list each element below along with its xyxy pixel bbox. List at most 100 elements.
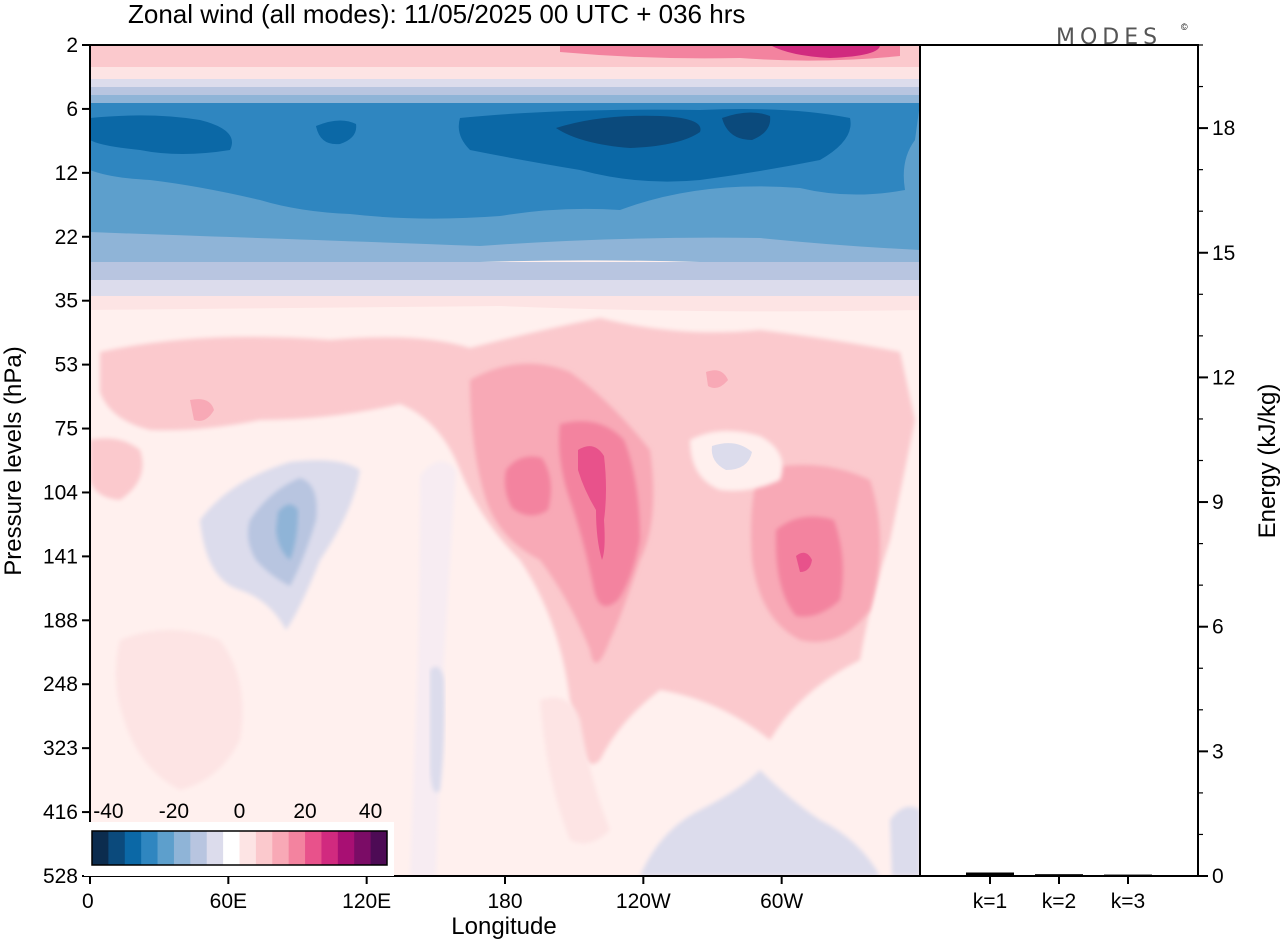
easterly-core-1	[556, 115, 701, 148]
pressure-tick-label: 2	[66, 34, 78, 57]
surface-easterly-3	[430, 666, 445, 793]
energy-axis-label: Energy (kJ/kg)	[1254, 384, 1280, 539]
energy-bar	[1104, 874, 1152, 877]
longitude-tick-labels: 0 60E 120E 180 120W 60W	[82, 890, 803, 913]
easterly-layer-4c	[316, 120, 357, 145]
band-westerly-core	[770, 45, 880, 58]
pressure-tick-label: 75	[55, 418, 78, 441]
surface-westerly-1	[115, 630, 243, 790]
colorbar-tick-label: -40	[93, 800, 123, 823]
surface-westerly-2	[540, 697, 610, 844]
colorbar-swatch	[108, 831, 126, 865]
energy-category-label: k=3	[1111, 890, 1145, 913]
colorbar-swatch	[223, 831, 240, 865]
westerly-mid-4	[706, 370, 728, 388]
colorbar-tick-label: 20	[293, 800, 316, 823]
energy-tick-label: 18	[1212, 117, 1235, 140]
westerly-peak-1	[578, 446, 606, 560]
energy-tick-label: 0	[1212, 865, 1224, 888]
pressure-tick-label: 248	[43, 673, 78, 696]
colorbar-swatch	[206, 831, 224, 865]
energy-tick-label: 15	[1212, 242, 1235, 265]
energy-bar	[966, 872, 1014, 876]
band-transition-7	[90, 296, 920, 312]
band-transition-4	[90, 95, 920, 103]
pressure-tick-label: 53	[55, 354, 78, 377]
westerly-peak-2	[796, 552, 812, 572]
easterly-core-2	[722, 112, 771, 140]
longitude-tick-label: 120W	[616, 890, 671, 913]
pressure-tick-label: 35	[55, 290, 78, 313]
longitude-tick-label: 60E	[210, 890, 247, 913]
colorbar-frame	[91, 830, 388, 866]
colorbar-swatch	[239, 831, 257, 865]
colorbar-swatch	[141, 831, 158, 865]
pressure-tick-label: 141	[43, 545, 78, 568]
colorbar: -40 -20 0 20 40	[84, 800, 394, 876]
pressure-tick-labels: 2 6 12 22 35 53 75 104 141 188 248 323 416 528	[43, 34, 78, 888]
colorbar-swatch	[255, 831, 273, 865]
longitude-tick-label: 180	[487, 890, 522, 913]
longitude-tick-marks	[89, 876, 783, 884]
chart-title: Zonal wind (all modes): 11/05/2025 00 UT…	[128, 0, 745, 29]
westerly-region-left	[90, 438, 143, 500]
weak-easterly-cell-east-core	[711, 443, 752, 470]
westerly-core-1b	[504, 456, 551, 516]
energy-tick-label: 6	[1212, 616, 1224, 639]
westerly-mid-3	[190, 399, 214, 421]
colorbar-swatch	[92, 831, 109, 865]
pressure-tick-label: 416	[43, 801, 78, 824]
surface-easterly-1	[640, 770, 880, 876]
longitude-tick-label: 60W	[760, 890, 803, 913]
energy-tick-label: 12	[1212, 366, 1235, 389]
energy-bar	[1035, 874, 1083, 876]
energy-tick-label: 3	[1212, 740, 1224, 763]
westerly-region-1	[100, 318, 915, 764]
longitude-tick-label: 0	[82, 890, 94, 913]
colorbar-swatch	[173, 831, 191, 865]
colorbar-swatch	[157, 831, 175, 865]
colorbar-swatch	[305, 831, 322, 865]
band-transition-3	[90, 87, 920, 95]
zonal-wind-heatmap	[90, 45, 920, 876]
band-transition-2	[90, 79, 920, 87]
colorbar-swatch	[288, 831, 306, 865]
pressure-tick-label: 188	[43, 609, 78, 632]
pressure-tick-label: 12	[55, 162, 78, 185]
surface-easterly-4	[890, 806, 920, 876]
pressure-tick-label: 104	[43, 481, 78, 504]
energy-category-label: k=1	[973, 890, 1007, 913]
energy-tick-marks	[1198, 127, 1208, 877]
colorbar-swatch	[354, 831, 372, 865]
band-transition-5	[90, 262, 920, 280]
colorbar-swatch	[124, 831, 142, 865]
pressure-tick-label: 528	[43, 865, 78, 888]
colorbar-swatch	[321, 831, 339, 865]
energy-bars	[966, 872, 1152, 877]
colorbar-tick-label: 40	[359, 800, 382, 823]
x-axis-label: Longitude	[451, 913, 556, 940]
colorbar-swatch	[272, 831, 290, 865]
energy-category-labels: k=1 k=2 k=3	[973, 876, 1145, 913]
energy-frame	[919, 44, 1199, 877]
pressure-tick-marks	[82, 44, 90, 877]
pressure-tick-label: 6	[66, 98, 78, 121]
colorbar-labels: -40 -20 0 20 40	[93, 800, 382, 823]
pressure-tick-label: 22	[55, 226, 78, 249]
colorbar-swatch	[190, 831, 208, 865]
colorbar-swatches	[92, 831, 388, 865]
colorbar-swatch	[370, 831, 388, 865]
colorbar-tick-label: 0	[234, 800, 246, 823]
copyright-mark: ©	[1181, 22, 1188, 32]
longitude-tick-label: 120E	[342, 890, 391, 913]
y-axis-label: Pressure levels (hPa)	[0, 346, 27, 575]
pressure-tick-label: 323	[43, 737, 78, 760]
energy-bar-panel: 0 3 6 9 12 15 18 k=1 k=2 k=3 Energy (kJ/kg)	[919, 44, 1280, 913]
colorbar-swatch	[337, 831, 355, 865]
weak-easterly-peak	[276, 504, 298, 560]
energy-tick-label: 9	[1212, 491, 1224, 514]
energy-category-label: k=2	[1042, 890, 1076, 913]
easterly-layer-4b	[90, 115, 232, 154]
energy-tick-labels: 0 3 6 9 12 15 18	[1212, 117, 1235, 888]
